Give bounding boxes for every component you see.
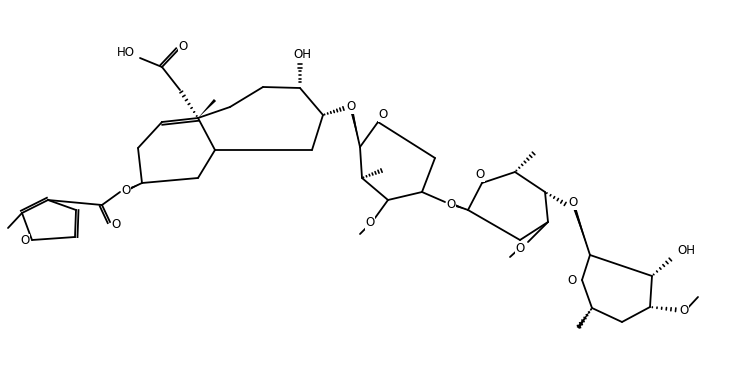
Text: O: O bbox=[379, 109, 387, 121]
Text: O: O bbox=[515, 241, 525, 255]
Text: OH: OH bbox=[293, 47, 311, 60]
Text: O: O bbox=[475, 169, 485, 181]
Text: O: O bbox=[346, 100, 355, 113]
Text: O: O bbox=[366, 216, 374, 230]
Text: O: O bbox=[447, 198, 455, 210]
Text: O: O bbox=[111, 219, 121, 231]
Polygon shape bbox=[349, 107, 360, 147]
Text: O: O bbox=[569, 197, 577, 209]
Text: OH: OH bbox=[677, 244, 695, 258]
Text: O: O bbox=[567, 273, 577, 287]
Text: O: O bbox=[20, 234, 30, 248]
Polygon shape bbox=[577, 308, 592, 329]
Polygon shape bbox=[450, 202, 468, 210]
Polygon shape bbox=[572, 202, 590, 255]
Text: O: O bbox=[178, 39, 188, 53]
Polygon shape bbox=[124, 183, 142, 192]
Text: HO: HO bbox=[117, 46, 135, 60]
Text: O: O bbox=[121, 184, 131, 198]
Text: O: O bbox=[679, 304, 689, 318]
Polygon shape bbox=[198, 99, 216, 118]
